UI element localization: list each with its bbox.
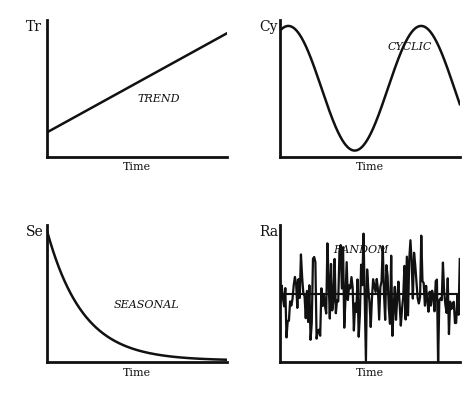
Text: RANDOM: RANDOM bbox=[333, 245, 389, 255]
Text: Tr: Tr bbox=[26, 20, 42, 34]
Text: TREND: TREND bbox=[137, 94, 180, 104]
Text: CYCLIC: CYCLIC bbox=[387, 42, 432, 52]
X-axis label: Time: Time bbox=[123, 162, 151, 172]
X-axis label: Time: Time bbox=[356, 162, 384, 172]
X-axis label: Time: Time bbox=[356, 368, 384, 378]
X-axis label: Time: Time bbox=[123, 368, 151, 378]
Text: Ra: Ra bbox=[259, 225, 278, 240]
Text: Se: Se bbox=[26, 225, 44, 240]
Text: SEASONAL: SEASONAL bbox=[113, 300, 179, 310]
Text: Cy: Cy bbox=[259, 20, 277, 34]
